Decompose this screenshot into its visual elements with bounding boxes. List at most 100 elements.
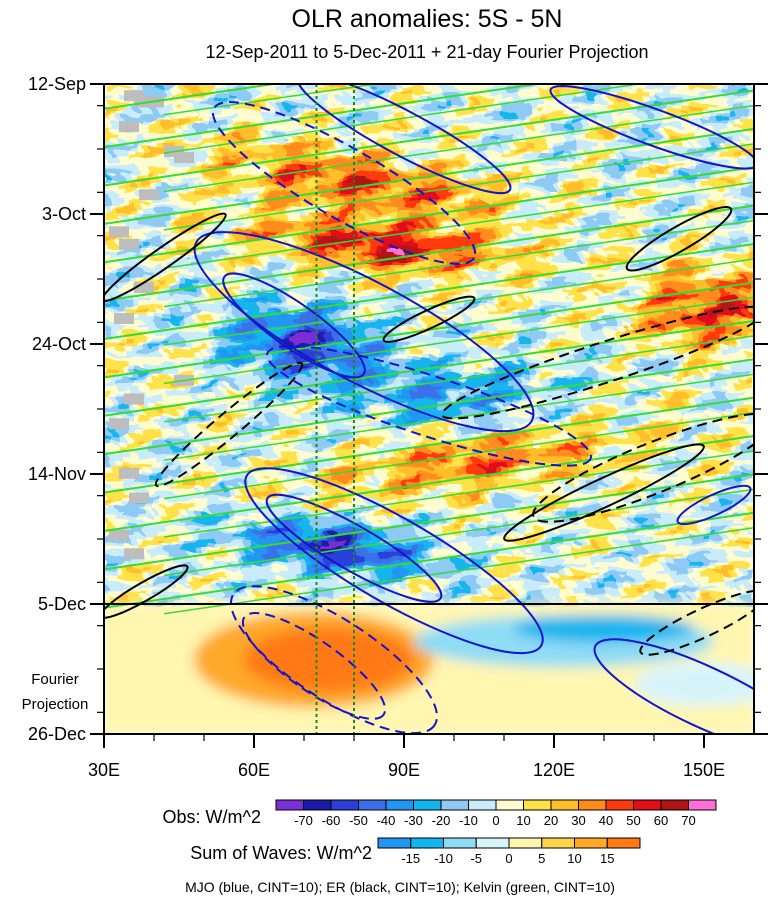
colorbar-swatch [413,799,442,811]
obs-colorbar: -70 -60 -50 -40 -30 -20 -10 0 10 20 30 40 50 60 70 [275,799,717,828]
projection-label-line-1: Fourier [31,671,79,688]
kelvin-contour [104,84,281,110]
missing-cell [124,393,144,405]
colorbar-swatch [275,799,304,811]
colorbar-tick-label: -40 [377,813,396,828]
contour-legend: MJO (blue, CINT=10); ER (black, CINT=10)… [185,879,615,895]
kelvin-contour [163,373,754,461]
kelvin-contour [163,143,754,231]
y-tick-label: 5-Dec [38,594,86,614]
contour-line [104,212,227,303]
missing-cell [139,189,159,201]
colorbar-swatch [443,837,477,849]
colorbar-swatch [578,799,607,811]
kelvin-contour [163,258,754,346]
x-tick-label: 30E [88,760,120,780]
colorbar-tick-label: 40 [599,813,613,828]
colorbar-swatch [660,799,689,811]
contour-line [241,612,387,720]
contour-line [382,295,476,343]
y-tick-label: 26-Dec [28,724,86,744]
colorbar-swatch [605,799,634,811]
y-tick-label: 24-Oct [32,334,86,354]
kelvin-contour [104,511,754,609]
colorbar-tick-label: -10 [434,851,453,866]
colorbar-swatch [523,799,552,811]
kelvin-contour [163,104,754,193]
colorbar-swatch [475,837,510,849]
contour-line [593,638,754,734]
colorbar-tick-label: -10 [459,813,478,828]
wave-contours [104,84,754,734]
x-tick-label: 150E [683,760,725,780]
missing-cell [114,313,134,325]
x-tick-label: 90E [388,760,420,780]
contour-line [244,467,544,655]
x-axis: 30E 60E 90E 120E 150E [88,734,725,780]
contour-line [222,272,366,379]
missing-cell [109,418,129,430]
kelvin-contour [104,396,754,494]
kelvin-contour [104,358,754,456]
colorbar-tick-label: -70 [294,813,313,828]
colorbar-swatch [468,799,497,811]
missing-cell [124,90,144,102]
y-tick-label: 14-Nov [28,464,86,484]
obs-colorbar-label: Obs: W/m^2 [163,807,261,827]
missing-cell [124,548,144,560]
chart-subtitle: 12-Sep-2011 to 5-Dec-2011 + 21-day Fouri… [205,42,648,62]
colorbar-swatch [541,837,575,849]
kelvin-contour [163,450,754,538]
colorbar-tick-label: -20 [432,813,451,828]
colorbar-swatch [358,799,387,811]
colorbar-tick-label: 50 [626,813,640,828]
colorbar-tick-label: 60 [654,813,668,828]
projection-label-line-2: Projection [22,696,89,713]
chart-title: OLR anomalies: 5S - 5N [292,5,563,33]
colorbar-swatch [330,799,359,811]
contour-line [549,85,754,170]
colorbar-swatch [550,799,579,811]
kelvin-contour [163,296,754,385]
missing-cell [109,529,129,541]
colorbar-tick-label: 10 [516,813,530,828]
kelvin-contour [163,84,381,116]
kelvin-contour [163,411,754,500]
kelvin-contour [104,127,754,225]
colorbar-swatch [633,799,662,811]
missing-cell [134,282,154,294]
colorbar-tick-label: -30 [404,813,423,828]
kelvin-contour [163,84,644,154]
x-tick-label: 120E [533,760,575,780]
waves-colorbar-label: Sum of Waves: W/m^2 [190,843,372,863]
kelvin-contour [104,204,754,302]
y-tick-label: 12-Sep [28,74,86,94]
colorbar-tick-label: 0 [492,813,499,828]
colorbar-tick-label: -5 [470,851,482,866]
colorbar-swatch [495,799,524,811]
colorbar-tick-label: -60 [322,813,341,828]
contour-line [296,84,512,195]
colorbar-swatch [606,837,641,849]
contour-line [265,493,443,603]
colorbar-tick-label: 5 [538,851,545,866]
missing-cell [109,226,129,238]
y-tick-label: 3-Oct [42,204,86,224]
colorbar-tick-label: 0 [505,851,512,866]
contour-line [503,443,705,542]
colorbar-tick-label: 10 [567,851,581,866]
contour-line [639,589,754,656]
contour-line [104,564,189,619]
colorbar-swatch [303,799,332,811]
colorbar-tick-label: 70 [681,813,695,828]
colorbar-swatch [385,799,414,811]
contour-line [676,484,752,526]
colorbar-swatch [688,799,717,811]
kelvin-contour [104,166,754,264]
colorbar-swatch [508,837,543,849]
kelvin-contour [163,526,754,615]
colorbar-tick-label: -50 [349,813,368,828]
x-tick-label: 60E [238,760,270,780]
reference-longitude-lines [315,84,355,734]
